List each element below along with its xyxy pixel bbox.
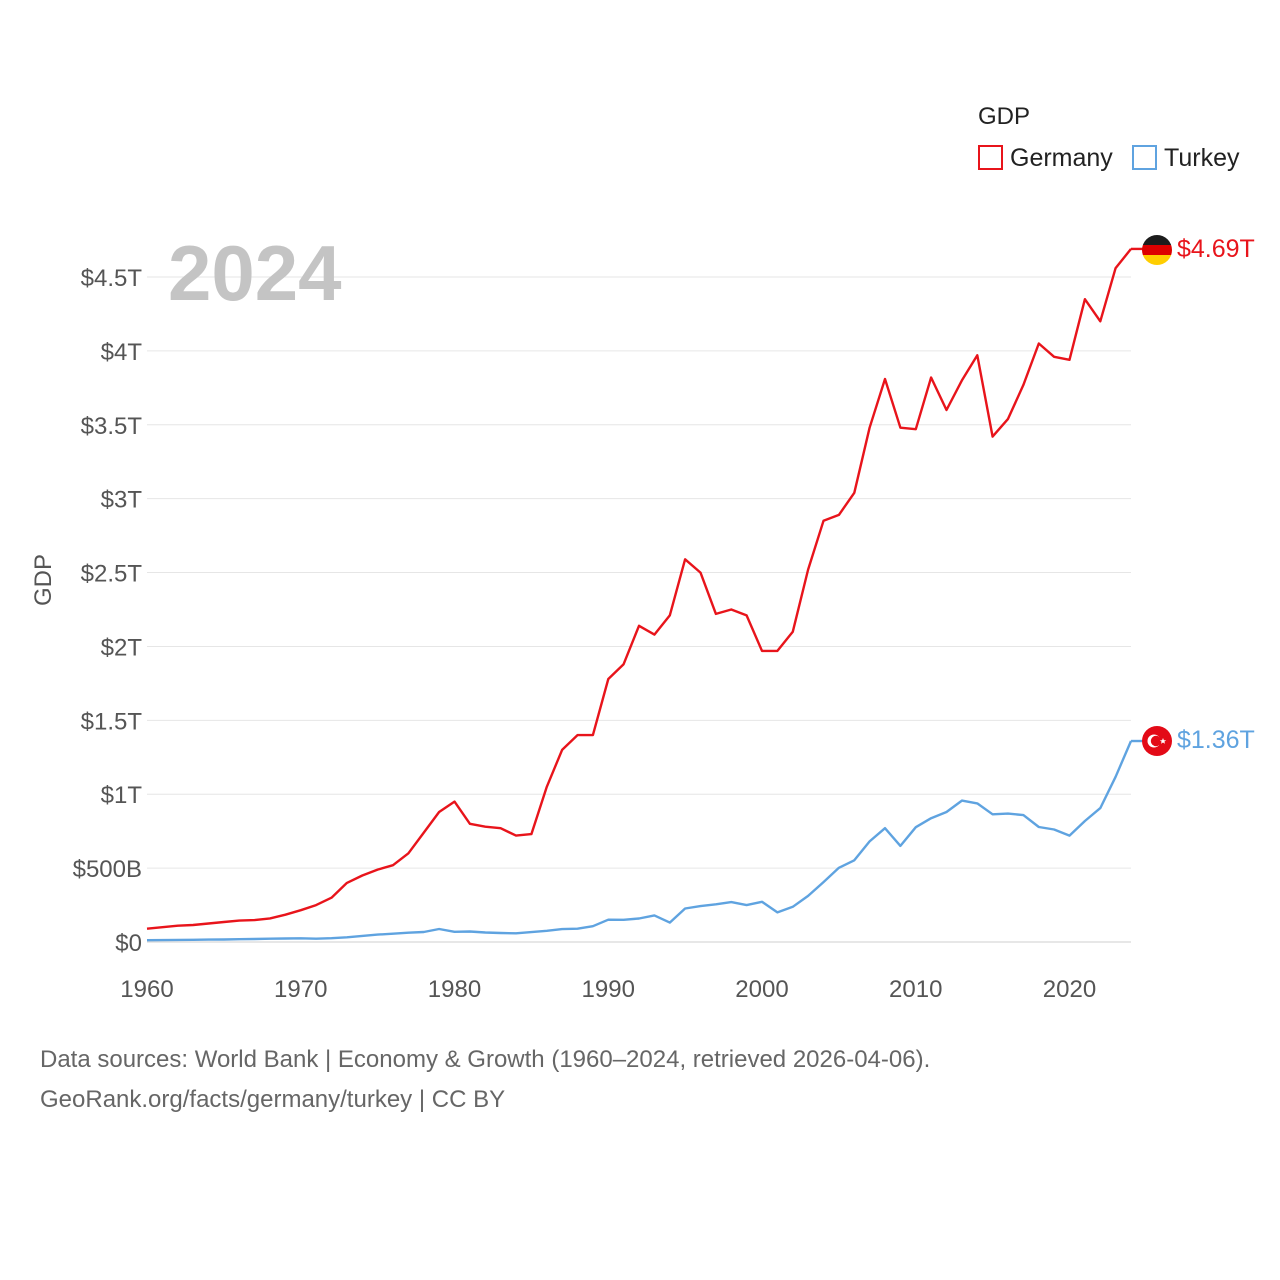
x-tick-label: 2010 <box>889 976 942 1003</box>
germany-flag-icon <box>1142 235 1172 265</box>
legend-label-turkey: Turkey <box>1164 144 1240 172</box>
x-tick-label: 2000 <box>735 976 788 1003</box>
x-tick-label: 2020 <box>1043 976 1096 1003</box>
end-label-turkey: $1.36T <box>1177 726 1255 754</box>
y-tick-label: $3T <box>101 487 143 514</box>
attribution-link[interactable]: GeoRank.org/facts/germany/turkey | CC BY <box>40 1086 506 1113</box>
y-tick-label: $1.5T <box>81 708 143 735</box>
series-lines <box>146 247 1143 942</box>
y-axis-label: GDP <box>30 554 57 606</box>
y-tick-label: $500B <box>73 856 142 883</box>
y-axis-ticks: $0 $500B $1T $1.5T $2T $2.5T $3T $3.5T $4T $4.5T <box>73 265 143 957</box>
series-line-turkey[interactable] <box>146 740 1133 942</box>
y-tick-label: $3.5T <box>81 413 143 440</box>
end-label-germany: $4.69T <box>1177 235 1255 263</box>
y-tick-label: $2T <box>101 634 143 661</box>
y-tick-label: $0 <box>115 930 142 957</box>
y-tick-label: $2.5T <box>81 561 143 588</box>
turkey-flag-icon <box>1142 726 1172 756</box>
y-tick-label: $4T <box>101 339 143 366</box>
legend-swatch-turkey <box>1132 145 1157 170</box>
series-line-germany[interactable] <box>146 248 1132 930</box>
legend-swatch-germany <box>978 145 1003 170</box>
x-tick-label: 1990 <box>582 976 635 1003</box>
legend-label-germany: Germany <box>1010 144 1113 172</box>
y-tick-label: $1T <box>101 782 143 809</box>
legend-item-germany[interactable]: Germany <box>978 144 1113 172</box>
x-tick-label: 1980 <box>428 976 481 1003</box>
legend-title: GDP <box>978 103 1030 130</box>
x-axis-ticks: 1960 1970 1980 1990 2000 2010 2020 <box>120 976 1096 1003</box>
year-label: 2024 <box>168 229 342 317</box>
legend-item-turkey[interactable]: Turkey <box>1132 144 1240 172</box>
x-tick-label: 1970 <box>274 976 327 1003</box>
x-tick-label: 1960 <box>120 976 173 1003</box>
y-tick-label: $4.5T <box>81 265 143 292</box>
legend[interactable]: GDP Germany Turkey <box>978 103 1240 172</box>
data-sources-text: Data sources: World Bank | Economy & Gro… <box>40 1046 931 1073</box>
gridlines <box>147 276 1131 943</box>
footer: Data sources: World Bank | Economy & Gro… <box>40 1040 1240 1120</box>
